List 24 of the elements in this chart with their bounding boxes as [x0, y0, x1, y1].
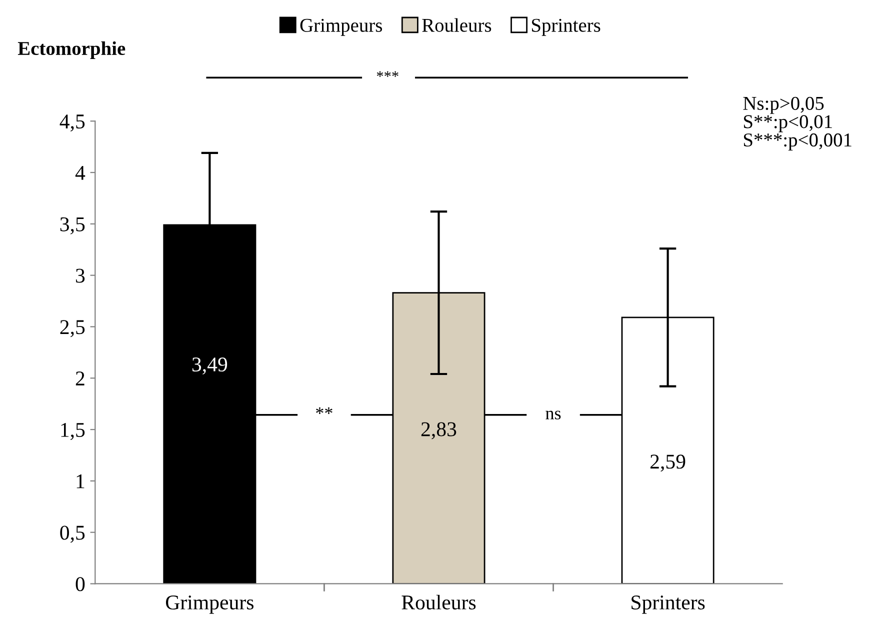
x-tick-label: Rouleurs: [402, 594, 476, 610]
legend-label: Sprinters: [532, 18, 600, 36]
text: Ns:p>0,05 S**:p<0,01 S***:p<0,001: [743, 96, 852, 151]
chart-title: Ectomorphie: [18, 41, 126, 59]
y-tick-label: 4,5: [60, 114, 85, 132]
y-tick-label: 2,5: [60, 320, 85, 338]
y-tick-label: 1: [76, 474, 84, 488]
y-tick-label: 1,5: [61, 423, 85, 440]
legend-label: Grimpeurs: [300, 18, 382, 36]
x-tick-label: Sprinters: [632, 596, 705, 614]
x-tick-label: Grimpeurs: [166, 596, 254, 614]
y-tick-label: 0: [76, 577, 85, 592]
y-tick-label: 3,5: [60, 217, 85, 234]
y-tick-label: 2: [76, 372, 84, 386]
annotation: **: [316, 407, 332, 414]
y-tick-label: 0,5: [60, 526, 85, 543]
annotation: ns: [546, 410, 561, 420]
legend-label: Rouleurs: [422, 18, 492, 32]
data-label: 2,59: [650, 454, 686, 472]
text: ***: [376, 71, 398, 77]
data-label: 3,49: [192, 358, 228, 375]
y-tick-label: 4: [75, 166, 86, 180]
y-tick-label: 3: [76, 268, 85, 283]
data-label: 2,83: [421, 422, 456, 440]
